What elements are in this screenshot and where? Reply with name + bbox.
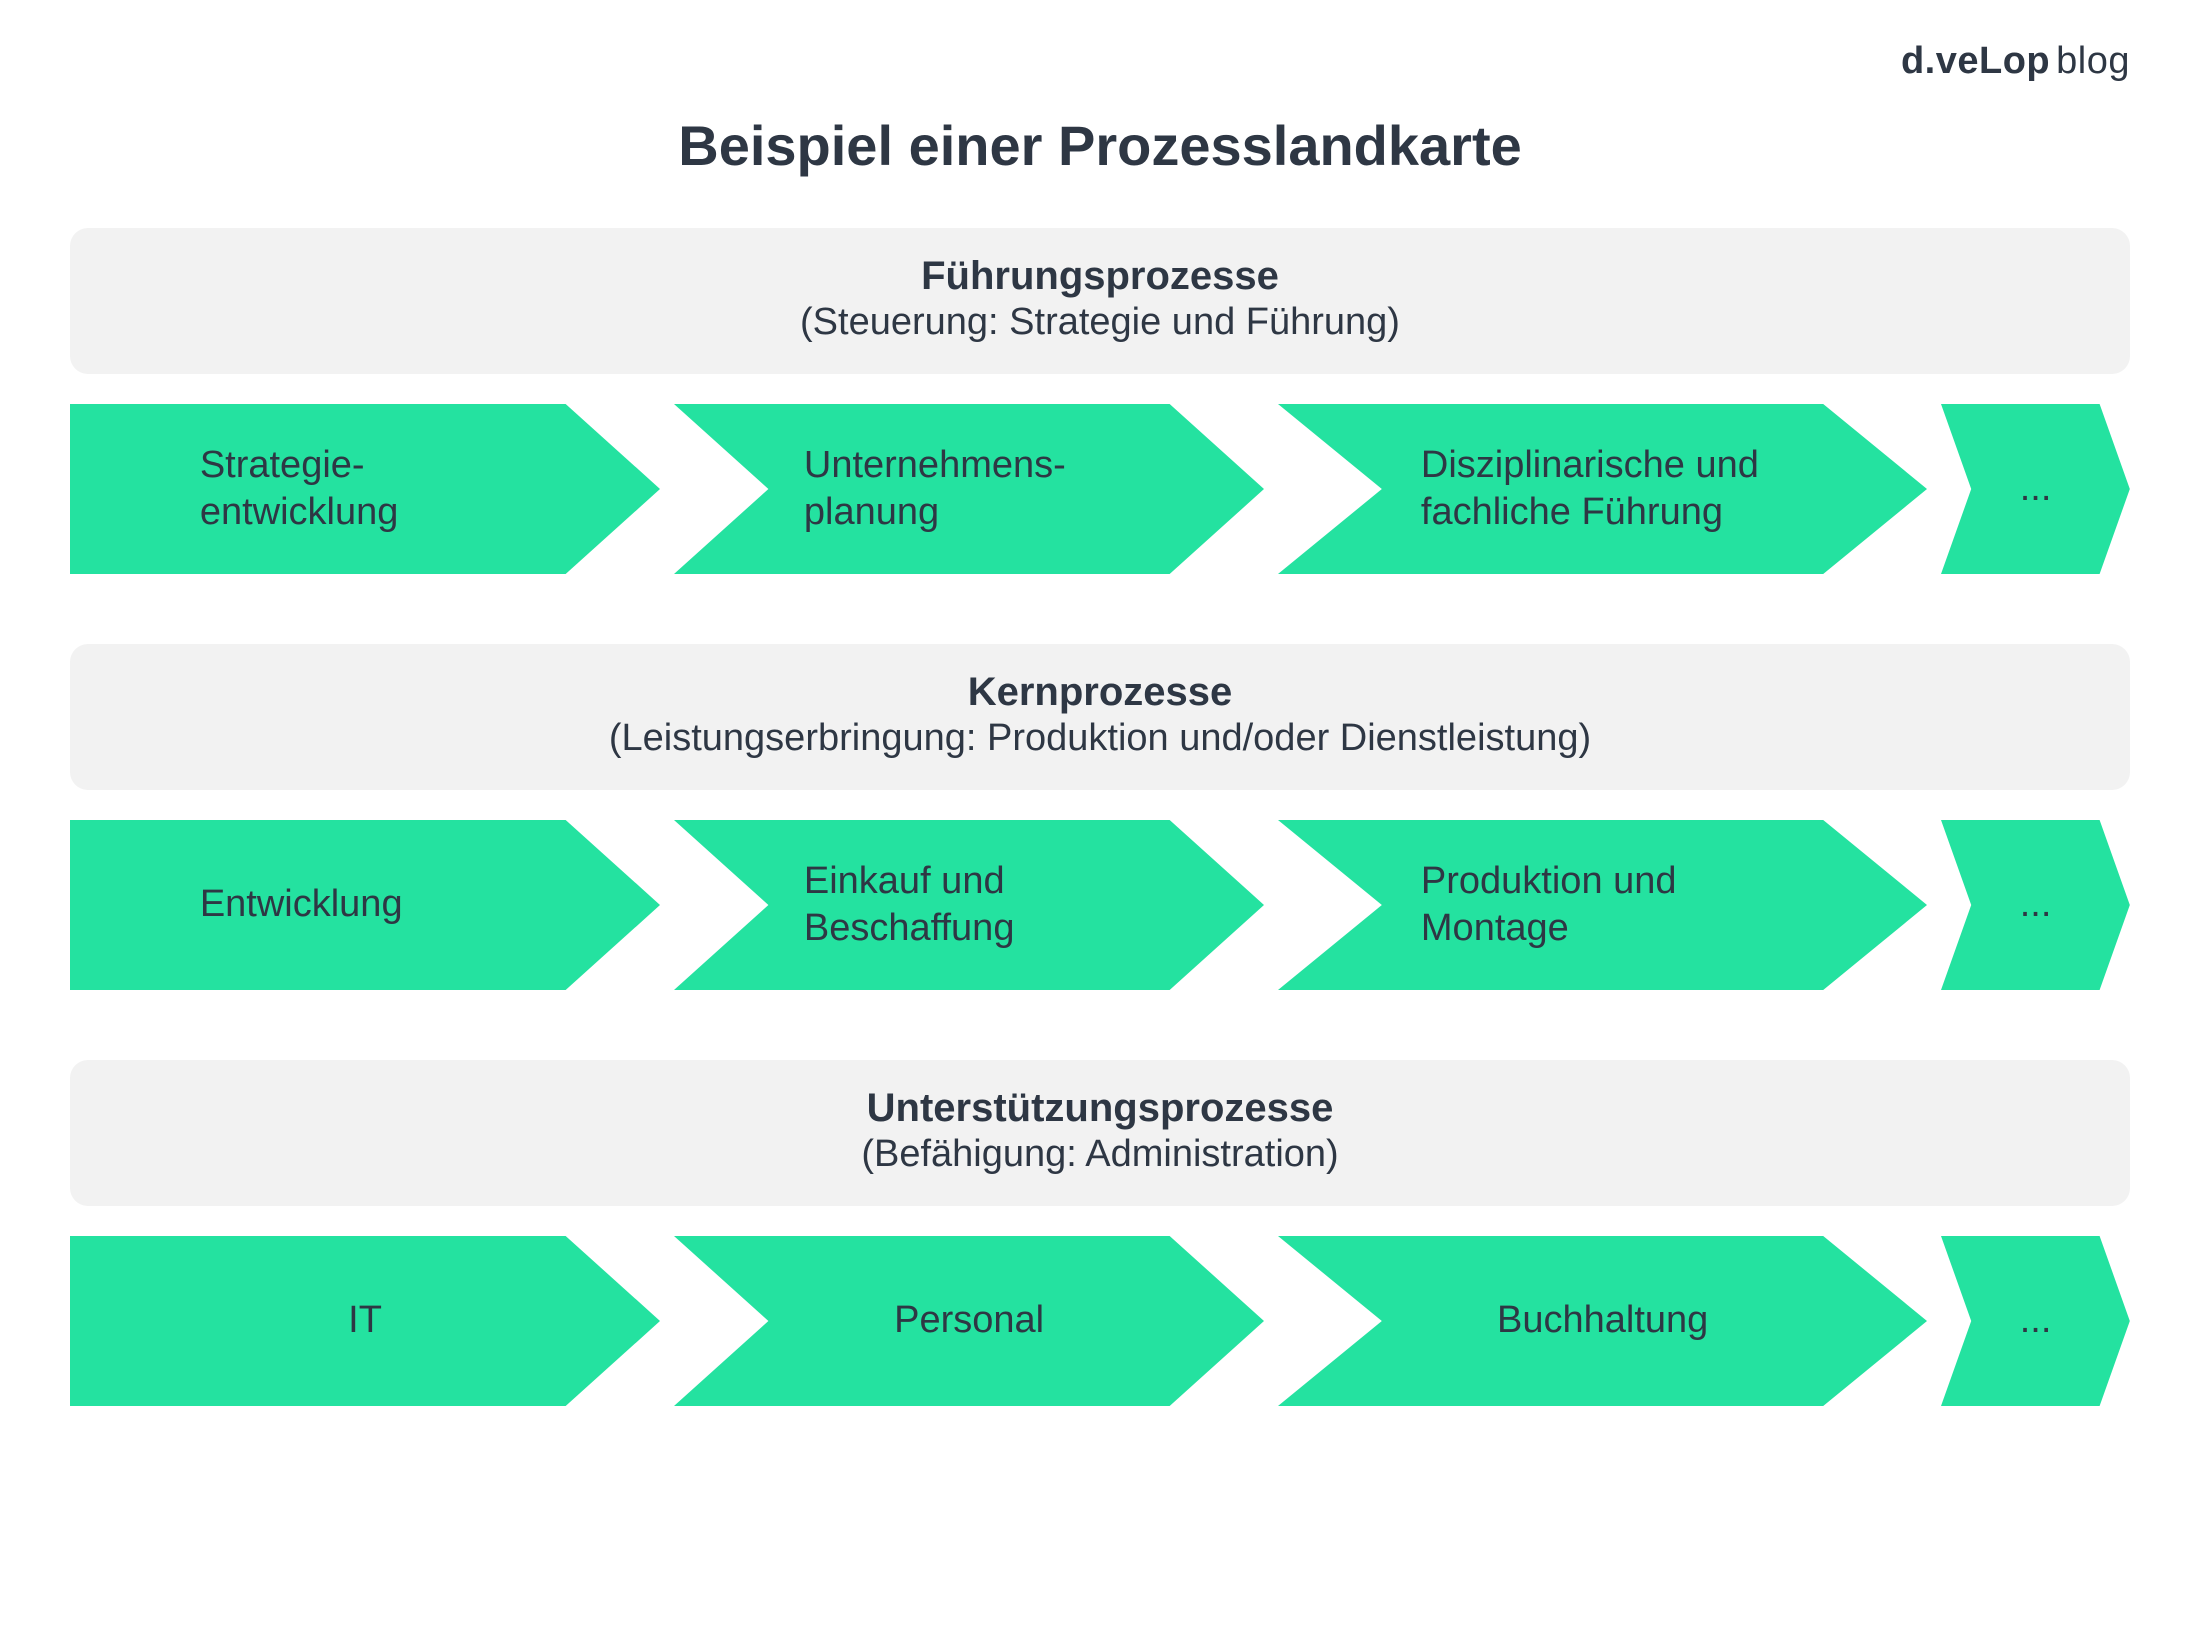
chevron-row: Entwicklung Einkauf und Beschaffung Produk… [70,820,2130,990]
chevron-label: ... [1941,881,2130,929]
section-header: Kernprozesse(Leistungserbringung: Produk… [70,644,2130,790]
process-chevron: Buchhaltung [1278,1236,1927,1406]
chevron-label: Buchhaltung [1278,1297,1927,1345]
section-subtitle: (Leistungserbringung: Produktion und/ode… [90,717,2110,760]
chevron-label: Personal [674,1297,1264,1345]
process-chevron: Einkauf und Beschaffung [674,820,1264,990]
process-chevron: Unternehmens- planung [674,404,1264,574]
process-chevron: Produktion und Montage [1278,820,1927,990]
chevron-label: ... [1941,1297,2130,1345]
section-title: Führungsprozesse [90,254,2110,299]
chevron-label: ... [1941,465,2130,513]
process-chevron: IT [70,1236,660,1406]
process-chevron: Strategie- entwicklung [70,404,660,574]
chevron-label: Produktion und Montage [1278,858,1741,953]
section-header: Unterstützungsprozesse(Befähigung: Admin… [70,1060,2130,1206]
section-subtitle: (Steuerung: Strategie und Führung) [90,301,2110,344]
chevron-label: IT [70,1297,660,1345]
chevron-row: Strategie- entwicklung Unternehmens- plan… [70,404,2130,574]
process-chevron: ... [1941,1236,2130,1406]
section-header: Führungsprozesse(Steuerung: Strategie un… [70,228,2130,374]
chevron-label: Unternehmens- planung [674,442,1125,537]
chevron-label: Einkauf und Beschaffung [674,858,1073,953]
process-chevron: ... [1941,820,2130,990]
section-title: Kernprozesse [90,670,2110,715]
process-chevron: ... [1941,404,2130,574]
brand-light: blog [2056,40,2130,82]
process-chevron: Personal [674,1236,1264,1406]
chevron-label: Strategie- entwicklung [70,442,457,537]
brand-bold: d.veLop [1901,40,2050,82]
section-title: Unterstützungsprozesse [90,1086,2110,1131]
page-title: Beispiel einer Prozesslandkarte [70,113,2130,178]
chevron-label: Entwicklung [70,881,462,929]
chevron-row: IT Personal Buchhaltung... [70,1236,2130,1406]
section-subtitle: (Befähigung: Administration) [90,1133,2110,1176]
process-chevron: Disziplinarische und fachliche Führung [1278,404,1927,574]
process-chevron: Entwicklung [70,820,660,990]
brand-logo: d.veLopblog [70,40,2130,83]
chevron-label: Disziplinarische und fachliche Führung [1278,442,1824,537]
